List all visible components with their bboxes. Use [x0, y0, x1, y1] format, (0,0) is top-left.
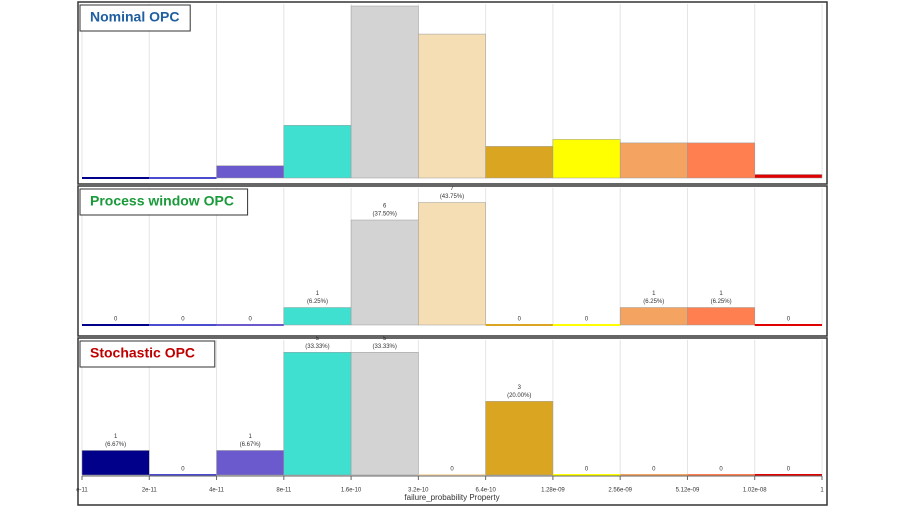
- bar: [620, 474, 688, 476]
- value-percent: (37.50%): [373, 212, 397, 218]
- value-label: 0: [652, 467, 656, 473]
- bar: [619, 307, 688, 326]
- x-tick-label: 6.4e-10: [475, 488, 496, 494]
- bar: [552, 324, 621, 326]
- bar: [619, 142, 688, 179]
- x-tick-label: 1.02e-08: [743, 488, 767, 494]
- bar: [754, 324, 822, 326]
- x-tick-label: 3.2e-10: [408, 488, 429, 494]
- value-percent: (6.67%): [105, 442, 126, 448]
- title-box: [79, 340, 216, 368]
- value-label: 0: [181, 317, 185, 323]
- bar: [754, 174, 823, 179]
- bar: [552, 139, 621, 179]
- bar: [485, 146, 554, 179]
- x-tick-label: e-11: [76, 488, 88, 494]
- bar: [552, 474, 621, 476]
- bar: [687, 142, 755, 179]
- value-label: 0: [518, 317, 522, 323]
- value-percent: (6.25%): [643, 299, 664, 305]
- value-label: 1: [249, 434, 253, 440]
- chart-title: Process window OPC: [90, 193, 234, 209]
- bar: [82, 177, 150, 179]
- value-percent: (33.33%): [305, 344, 329, 350]
- bar: [687, 307, 755, 326]
- value-label: 0: [181, 467, 185, 473]
- bar: [81, 450, 150, 476]
- x-tick-label: 5.12e-09: [676, 488, 700, 494]
- value-label: 7: [450, 186, 454, 192]
- value-percent: (6.67%): [240, 442, 261, 448]
- value-label: 1: [316, 291, 320, 297]
- bar: [350, 219, 419, 326]
- value-label: 1: [114, 434, 118, 440]
- chart-title: Stochastic OPC: [90, 345, 195, 361]
- value-label: 6: [383, 204, 387, 210]
- bar: [82, 324, 150, 326]
- value-label: 3: [518, 385, 522, 391]
- bar: [149, 474, 217, 476]
- bar: [350, 5, 419, 179]
- value-label: 0: [249, 317, 253, 323]
- bar: [283, 125, 352, 179]
- title-box: [79, 188, 249, 216]
- value-label: 0: [719, 467, 723, 473]
- value-label: 1: [652, 291, 656, 297]
- value-percent: (20.00%): [507, 393, 531, 399]
- x-tick-label: 1.28e-09: [541, 488, 565, 494]
- value-label: 0: [585, 317, 589, 323]
- bar: [216, 450, 285, 476]
- chart-title: Nominal OPC: [90, 9, 179, 25]
- value-label: 0: [787, 317, 791, 323]
- bar: [283, 307, 352, 326]
- value-percent: (6.25%): [307, 299, 328, 305]
- value-label: 0: [585, 467, 589, 473]
- bar: [485, 401, 554, 476]
- x-tick-label: 2e-11: [142, 488, 158, 494]
- value-label: 5: [383, 336, 387, 342]
- bar: [216, 165, 285, 179]
- x-tick-label: 4e-11: [209, 488, 225, 494]
- x-tick-label: 2.56e-09: [608, 488, 632, 494]
- title-box: [79, 4, 191, 32]
- value-label: 1: [719, 291, 723, 297]
- value-label: 0: [450, 467, 454, 473]
- value-percent: (6.25%): [711, 299, 732, 305]
- bar: [350, 352, 419, 476]
- bar: [283, 352, 352, 476]
- bar: [754, 474, 822, 476]
- bar: [216, 324, 284, 326]
- x-tick-label: 8e-11: [276, 488, 292, 494]
- bar: [485, 324, 553, 326]
- value-label: 0: [114, 317, 118, 323]
- bar: [687, 474, 755, 476]
- x-axis-label: failure_probability Property: [404, 493, 499, 502]
- x-tick-label: 1.6e-10: [341, 488, 362, 494]
- bar: [418, 202, 486, 326]
- x-tick-label: 1: [820, 488, 824, 494]
- bar: [149, 324, 217, 326]
- value-percent: (33.33%): [373, 344, 397, 350]
- value-label: 5: [316, 336, 320, 342]
- bar: [418, 33, 486, 179]
- value-percent: (43.75%): [440, 194, 464, 200]
- bar: [149, 177, 217, 179]
- bar: [418, 474, 486, 476]
- value-label: 0: [787, 467, 791, 473]
